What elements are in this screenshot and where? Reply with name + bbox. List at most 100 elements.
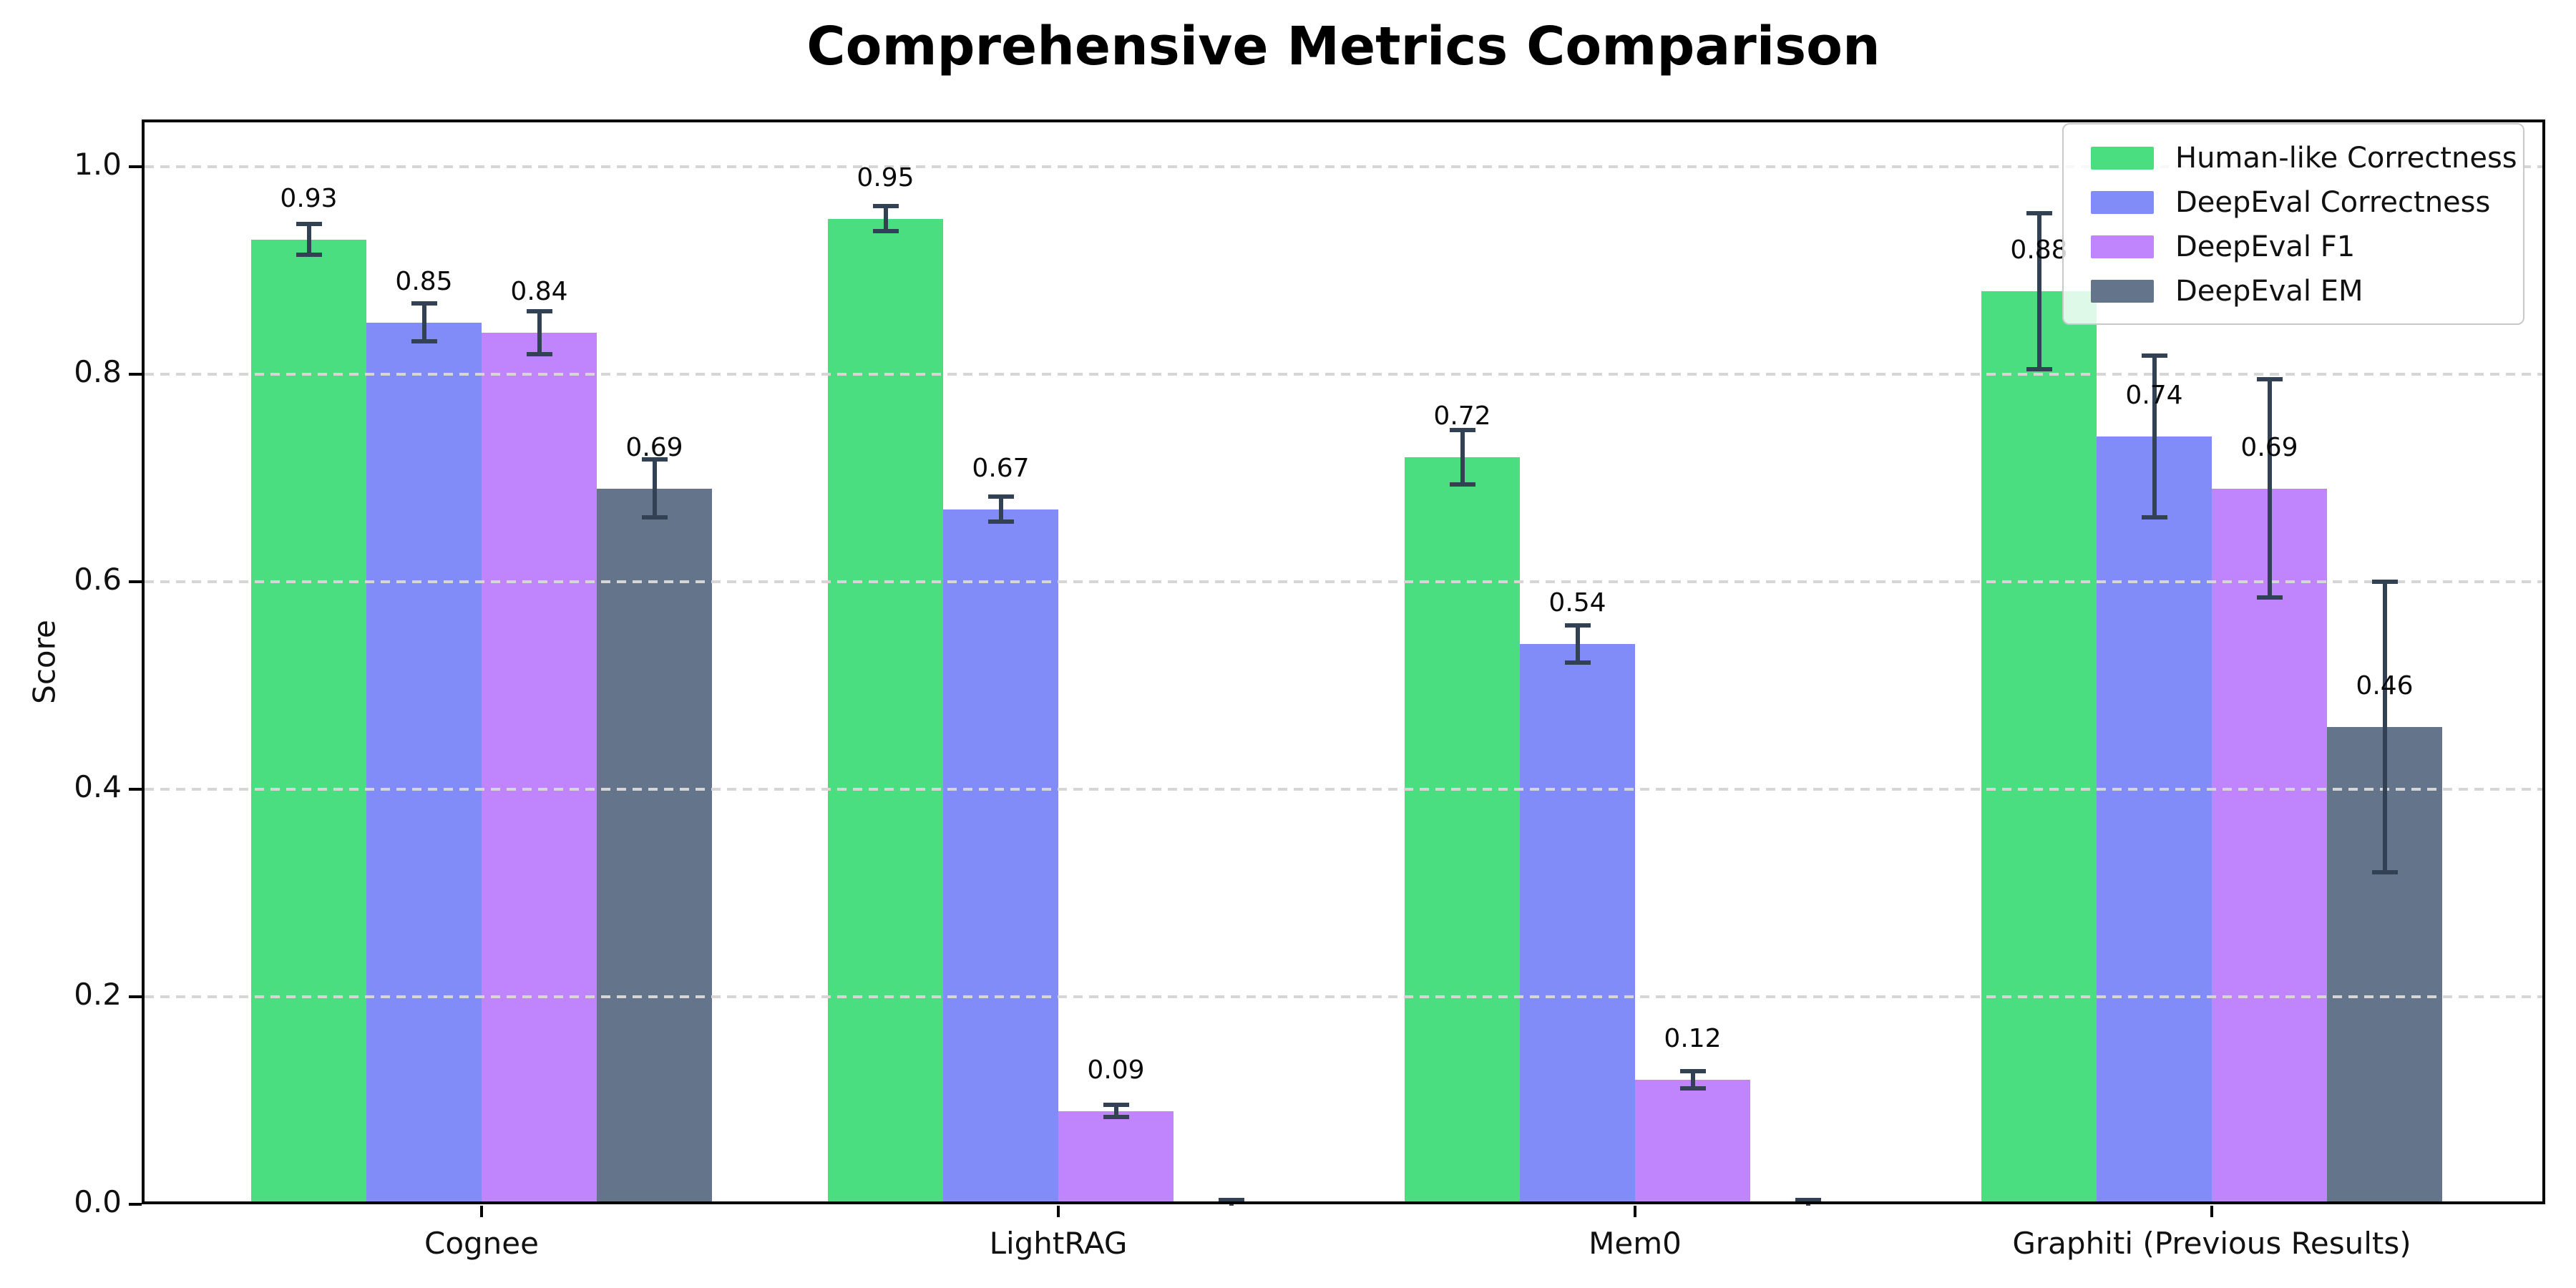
error-bar-line: [998, 497, 1003, 522]
error-bar-cap: [296, 221, 322, 226]
bar-value-label: 0.09: [1087, 1055, 1145, 1085]
x-tick: [1634, 1206, 1636, 1217]
error-bar-line: [2267, 379, 2272, 597]
bar-value-label: 0.67: [972, 453, 1030, 483]
bar: [1520, 644, 1635, 1204]
bar: [1635, 1080, 1750, 1204]
y-tick: [129, 1203, 142, 1206]
error-bar-cap: [1795, 1198, 1821, 1203]
error-bar-line: [306, 223, 311, 255]
bar: [943, 509, 1058, 1204]
bar: [251, 239, 366, 1204]
bar-value-label: 0.88: [2010, 235, 2068, 265]
error-bar-cap: [2371, 580, 2398, 584]
bar: [828, 218, 943, 1204]
error-bar-cap: [2026, 211, 2052, 216]
error-bar-line: [537, 311, 542, 355]
y-tick-label: 0.2: [74, 977, 122, 1012]
gridline: [145, 165, 2542, 168]
bar: [2097, 436, 2212, 1204]
bar: [1405, 457, 1520, 1204]
y-tick-label: 0.8: [74, 354, 122, 389]
legend-swatch: [2091, 280, 2154, 303]
error-bar-line: [2382, 582, 2387, 872]
bar-value-label: 0.72: [1433, 401, 1491, 431]
x-tick-label: Graphiti (Previous Results): [2012, 1226, 2411, 1261]
y-tick-label: 1.0: [74, 147, 122, 182]
y-tick-label: 0.0: [74, 1184, 122, 1219]
legend-item: DeepEval EM: [2064, 269, 2523, 313]
x-tick-label: Cognee: [424, 1226, 539, 1261]
gridline: [145, 788, 2542, 791]
legend-label: Human-like Correctness: [2175, 142, 2517, 175]
error-bar-cap: [641, 457, 668, 462]
error-bar-line: [1113, 1104, 1118, 1118]
bar-value-label: 0.93: [280, 183, 338, 213]
x-tick-label: Mem0: [1589, 1226, 1682, 1261]
error-bar-cap: [1218, 1198, 1244, 1203]
x-tick: [2210, 1206, 2213, 1217]
error-bar-cap: [526, 308, 552, 313]
legend-swatch: [2091, 191, 2154, 214]
y-axis-label: Score: [26, 620, 62, 704]
error-bar-cap: [2026, 366, 2052, 371]
legend-item: DeepEval Correctness: [2064, 180, 2523, 225]
error-bar-cap: [1679, 1069, 1706, 1074]
y-tick: [129, 580, 142, 583]
legend-label: DeepEval F1: [2175, 230, 2356, 263]
error-bar-cap: [1449, 482, 1475, 487]
error-bar-line: [1690, 1071, 1695, 1088]
gridline: [145, 580, 2542, 583]
error-bar-line: [2036, 213, 2041, 369]
error-bar-cap: [1449, 428, 1475, 433]
bar: [1981, 291, 2097, 1204]
error-bar-line: [1460, 430, 1465, 484]
error-bar-line: [883, 206, 888, 231]
error-bar-cap: [2256, 595, 2283, 600]
error-bar-cap: [411, 301, 437, 306]
bar-value-label: 0.74: [2125, 381, 2183, 410]
y-tick-label: 0.4: [74, 769, 122, 804]
error-bar-cap: [1564, 623, 1591, 628]
error-bar-cap: [1103, 1102, 1129, 1107]
error-bar-line: [2152, 355, 2157, 518]
bar-value-label: 0.54: [1548, 588, 1606, 618]
error-bar-cap: [987, 519, 1014, 524]
bar-value-label: 0.46: [2356, 671, 2414, 701]
bar-value-label: 0.84: [510, 277, 568, 306]
bar-value-label: 0.69: [625, 432, 683, 462]
error-bar-cap: [641, 515, 668, 520]
legend-swatch: [2091, 147, 2154, 170]
legend-item: Human-like Correctness: [2064, 136, 2523, 180]
y-tick: [129, 995, 142, 998]
legend: Human-like Correctness DeepEval Correctne…: [2062, 123, 2524, 325]
bar-value-label: 0.85: [395, 266, 453, 296]
error-bar-cap: [2256, 377, 2283, 382]
y-tick: [129, 373, 142, 376]
error-bar-cap: [1564, 660, 1591, 665]
error-bar-cap: [526, 352, 552, 357]
gridline: [145, 373, 2542, 376]
error-bar-cap: [2371, 870, 2398, 874]
error-bar-cap: [872, 228, 899, 233]
legend-swatch: [2091, 235, 2154, 258]
x-tick: [480, 1206, 483, 1217]
bar-value-label: 0.12: [1664, 1024, 1722, 1053]
x-tick-label: LightRAG: [989, 1226, 1128, 1261]
legend-label: DeepEval EM: [2175, 275, 2363, 308]
error-bar-cap: [411, 338, 437, 343]
error-bar-cap: [296, 253, 322, 258]
gridline: [145, 995, 2542, 998]
error-bar-cap: [872, 204, 899, 209]
error-bar-line: [421, 303, 426, 341]
bar: [2212, 488, 2327, 1204]
error-bar-cap: [2141, 515, 2167, 520]
x-tick: [1057, 1206, 1060, 1217]
error-bar-cap: [1103, 1115, 1129, 1120]
bar: [366, 322, 482, 1204]
chart-title: Comprehensive Metrics Comparison: [806, 16, 1880, 77]
bar: [482, 333, 597, 1204]
error-bar-cap: [2141, 353, 2167, 358]
y-tick: [129, 788, 142, 791]
